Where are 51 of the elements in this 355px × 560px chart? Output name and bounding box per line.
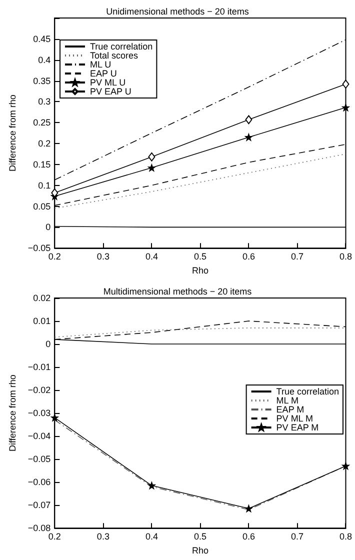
x-tick-label: 0.8 — [339, 532, 352, 542]
y-tick-label: 0.1 — [38, 180, 51, 190]
legend-label: Total scores — [90, 50, 139, 60]
x-tick-label: 0.5 — [194, 252, 206, 262]
x-tick-label: 0.3 — [96, 252, 110, 262]
y-axis-title: Difference from rho — [8, 374, 18, 452]
y-tick-label: 0.05 — [33, 201, 51, 212]
x-tick-label: 0.4 — [145, 532, 158, 542]
y-tick-label: −0.06 — [28, 477, 51, 488]
x-tick-label: 0.3 — [96, 532, 110, 542]
legend-label: True correlation — [276, 386, 340, 396]
x-axis-title: Rho — [192, 266, 208, 276]
y-tick-label: 0.45 — [33, 34, 51, 44]
y-tick-label: −0.05 — [28, 243, 51, 254]
legend-label: PV EAP U — [90, 86, 132, 96]
legend-label: PV ML M — [276, 414, 313, 424]
y-tick-label: 0.02 — [33, 293, 51, 303]
y-tick-label: 0.2 — [38, 138, 51, 149]
x-tick-label: 0.7 — [290, 252, 304, 262]
legend-label: EAP U — [90, 68, 117, 78]
legend-label: True correlation — [90, 42, 153, 52]
x-tick-label: 0.6 — [242, 252, 255, 262]
legend-label: EAP M — [276, 404, 304, 414]
y-tick-label: 0.15 — [33, 159, 51, 170]
y-tick-label: 0.3 — [38, 96, 51, 107]
legend-label: PV ML U — [90, 78, 126, 88]
x-tick-label: 0.4 — [145, 252, 158, 262]
chart-title: Unidimensional methods − 20 items — [106, 6, 250, 16]
y-tick-label: −0.02 — [28, 385, 51, 396]
x-axis-title: Rho — [192, 546, 208, 556]
y-tick-label: −0.01 — [28, 362, 51, 372]
y-tick-label: −0.07 — [28, 500, 51, 510]
y-tick-label: −0.04 — [28, 431, 51, 442]
y-tick-label: 0.35 — [33, 76, 51, 86]
legend-label: PV EAP M — [276, 422, 319, 432]
y-tick-label: 0.01 — [33, 316, 51, 326]
y-tick-label: −0.03 — [28, 408, 51, 418]
y-axis-title: Difference from rho — [8, 94, 18, 172]
x-tick-label: 0.7 — [290, 532, 304, 542]
y-tick-label: −0.05 — [28, 454, 51, 464]
y-tick-label: 0 — [46, 339, 51, 350]
legend-label: ML U — [90, 60, 112, 70]
y-tick-label: 0.4 — [38, 54, 51, 65]
legend-label: ML M — [276, 396, 298, 406]
x-tick-label: 0.6 — [242, 532, 255, 542]
y-tick-label: −0.08 — [28, 523, 51, 534]
chart-title: Multidimensional methods − 20 items — [103, 286, 252, 296]
y-tick-label: 0.25 — [33, 118, 51, 128]
x-tick-label: 0.8 — [339, 252, 352, 262]
x-tick-label: 0.5 — [194, 532, 206, 542]
y-tick-label: 0 — [46, 222, 51, 232]
